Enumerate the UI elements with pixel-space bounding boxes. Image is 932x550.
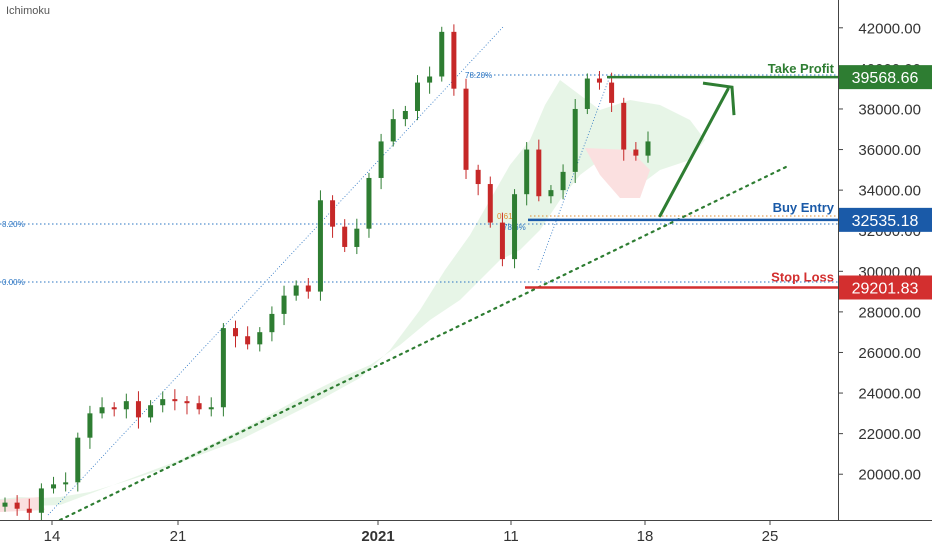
candle xyxy=(293,285,299,296)
candle xyxy=(2,502,8,507)
candle xyxy=(451,31,457,89)
y-tick-label: 26000.00 xyxy=(858,345,921,362)
x-tick-label: 25 xyxy=(762,528,779,545)
candle xyxy=(257,332,263,345)
indicator-label: Ichimoku xyxy=(6,5,51,17)
candle xyxy=(390,119,396,142)
candle xyxy=(512,194,518,260)
candle xyxy=(281,295,287,314)
candle xyxy=(63,482,69,485)
candle xyxy=(402,110,408,120)
candle xyxy=(51,484,57,489)
stop-loss-tag xyxy=(839,275,932,300)
take-profit-tag xyxy=(839,65,932,90)
fib-label: 8.20% xyxy=(2,220,25,229)
candle xyxy=(366,177,372,229)
candle xyxy=(14,502,20,509)
y-tick-label: 28000.00 xyxy=(858,304,921,321)
candle xyxy=(475,169,481,185)
x-tick-label: 21 xyxy=(170,528,187,545)
candle xyxy=(38,488,44,513)
buy-entry-tag xyxy=(839,207,932,232)
x-tick-label: 14 xyxy=(44,528,61,545)
candle xyxy=(378,141,384,178)
candle xyxy=(621,102,627,150)
candle xyxy=(99,407,105,414)
y-tick-label: 34000.00 xyxy=(858,183,921,200)
candle xyxy=(524,149,530,195)
buy-entry-label: Buy Entry xyxy=(773,200,835,215)
y-tick-label: 20000.00 xyxy=(858,467,921,484)
ichimoku-cloud-bearish xyxy=(585,148,650,198)
candle xyxy=(75,437,81,483)
y-tick-label: 42000.00 xyxy=(858,20,921,37)
projection-arrow-head xyxy=(702,81,736,116)
candle xyxy=(354,228,360,247)
candle xyxy=(87,413,93,438)
ichimoku-cloud-bearish-left xyxy=(0,497,45,512)
candle xyxy=(269,313,275,333)
candle xyxy=(560,171,566,191)
candle xyxy=(160,399,166,406)
y-tick-label: 24000.00 xyxy=(858,386,921,403)
fib-label: 0.618 xyxy=(497,212,518,221)
y-axis-panel xyxy=(838,0,932,550)
y-tick-label: 22000.00 xyxy=(858,426,921,443)
candle xyxy=(233,328,239,337)
candle xyxy=(427,76,433,83)
candle xyxy=(584,78,590,109)
x-axis-panel xyxy=(0,520,932,550)
ichimoku-cloud-bullish xyxy=(0,80,705,506)
candle xyxy=(487,184,493,223)
candle xyxy=(439,31,445,77)
candle xyxy=(26,508,32,513)
candles-group xyxy=(2,24,651,524)
candle xyxy=(596,78,602,83)
x-tick-label: 2021 xyxy=(361,528,394,545)
take-profit-tag-value: 39568.66 xyxy=(852,70,919,87)
stop-loss-label: Stop Loss xyxy=(771,269,834,284)
candle xyxy=(305,285,311,292)
candle xyxy=(172,399,178,402)
candle xyxy=(208,407,214,410)
candle xyxy=(123,401,129,410)
candle xyxy=(196,403,202,410)
candle xyxy=(135,401,141,418)
candle xyxy=(184,401,190,404)
fib-label: 78.20% xyxy=(465,71,492,80)
candle xyxy=(245,336,251,345)
candle xyxy=(220,328,226,408)
y-tick-label: 38000.00 xyxy=(858,101,921,118)
candle xyxy=(499,222,505,260)
candle xyxy=(548,190,554,197)
projection-arrow xyxy=(658,87,730,218)
candle xyxy=(609,82,615,103)
x-tick-label: 18 xyxy=(637,528,654,545)
candle xyxy=(463,88,469,170)
fib-diagonal-line xyxy=(47,26,504,516)
candle xyxy=(342,226,348,247)
candle xyxy=(317,200,323,292)
support-trendline xyxy=(58,163,792,522)
candle xyxy=(633,149,639,156)
y-tick-label: 36000.00 xyxy=(858,142,921,159)
candle xyxy=(536,149,542,197)
x-tick-label: 11 xyxy=(503,528,519,545)
candle xyxy=(330,200,336,227)
buy-entry-tag-value: 32535.18 xyxy=(852,213,919,230)
candle xyxy=(645,141,651,156)
take-profit-label: Take Profit xyxy=(768,61,835,76)
stop-loss-tag-value: 29201.83 xyxy=(852,280,919,297)
candle xyxy=(414,82,420,111)
candle xyxy=(572,108,578,172)
candle xyxy=(148,405,154,418)
fib-label: 0.00% xyxy=(2,278,25,287)
candle xyxy=(111,407,117,410)
